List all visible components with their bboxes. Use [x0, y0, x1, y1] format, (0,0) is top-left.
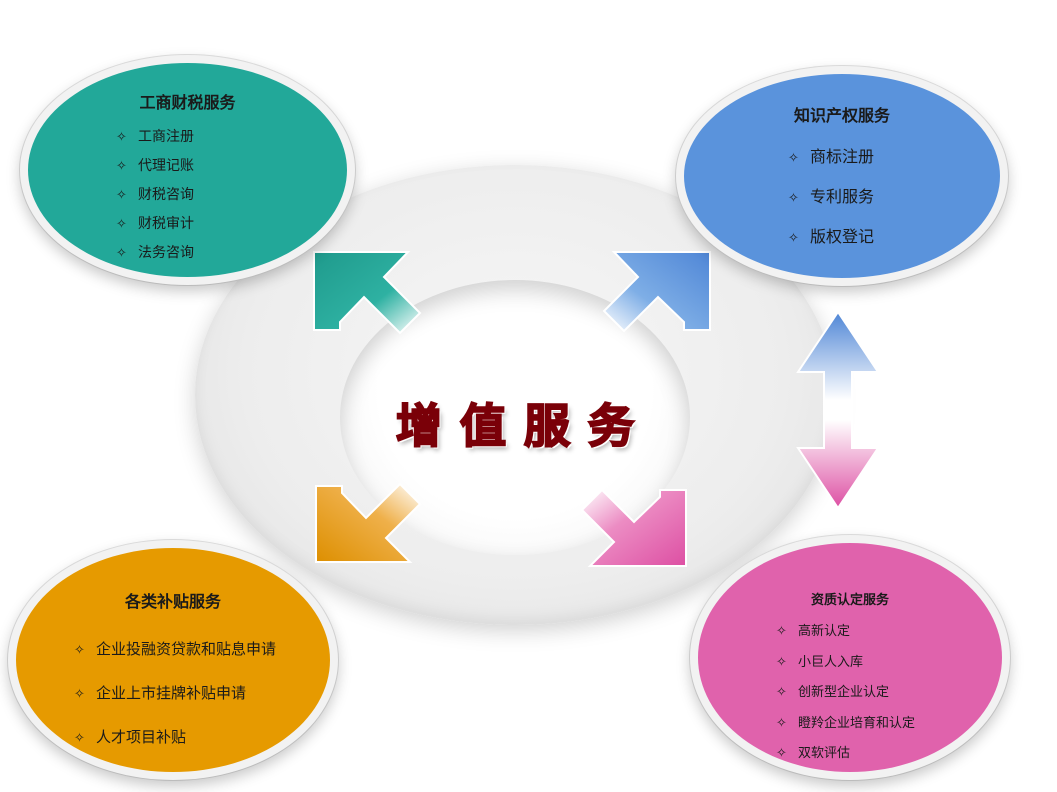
list-item: ✧ 企业投融资贷款和贴息申请	[74, 628, 276, 672]
item-list: ✧ 企业投融资贷款和贴息申请 ✧ 企业上市挂牌补贴申请 ✧ 人才项目补贴	[74, 628, 276, 760]
center-title: 增值服务	[395, 398, 652, 454]
diamond-bullet-icon: ✧	[116, 130, 127, 145]
diamond-bullet-icon: ✧	[788, 151, 799, 166]
list-item: ✧ 代理记账	[116, 152, 194, 181]
list-item: ✧ 专利服务	[788, 178, 874, 218]
diamond-bullet-icon: ✧	[74, 687, 85, 702]
list-item: ✧ 小巨人入库	[776, 648, 915, 679]
list-item: ✧ 人才项目补贴	[74, 716, 276, 760]
diamond-bullet-icon: ✧	[74, 643, 85, 658]
bubble-ip: 知识产权服务 ✧ 商标注册 ✧ 专利服务 ✧ 版权登记	[676, 66, 1008, 286]
arrow-up-left	[313, 251, 422, 335]
diamond-bullet-icon: ✧	[116, 188, 127, 203]
diamond-bullet-icon: ✧	[116, 246, 127, 261]
diamond-bullet-icon: ✧	[788, 191, 799, 206]
diamond-bullet-icon: ✧	[776, 746, 787, 761]
list-item: ✧ 财税审计	[116, 210, 194, 239]
diamond-bullet-icon: ✧	[116, 217, 127, 232]
bubble-business-tax: 工商财税服务 ✧ 工商注册 ✧ 代理记账 ✧ 财税咨询 ✧ 财税审计 ✧ 法务咨询	[20, 55, 355, 285]
diamond-bullet-icon: ✧	[788, 231, 799, 246]
group-title: 工商财税服务	[139, 93, 236, 112]
diamond-bullet-icon: ✧	[776, 624, 787, 639]
list-item: ✧ 高新认定	[776, 617, 915, 648]
item-list: ✧ 工商注册 ✧ 代理记账 ✧ 财税咨询 ✧ 财税审计 ✧ 法务咨询	[116, 123, 194, 268]
list-item: ✧ 法务咨询	[116, 239, 194, 268]
bubble-subsidy: 各类补贴服务 ✧ 企业投融资贷款和贴息申请 ✧ 企业上市挂牌补贴申请 ✧ 人才项目补贴	[8, 540, 338, 780]
arrow-up-right	[602, 251, 711, 333]
item-list: ✧ 高新认定 ✧ 小巨人入库 ✧ 创新型企业认定 ✧ 瞪羚企业培育和认定 ✧ 双软评估	[776, 617, 915, 770]
double-arrow-vertical	[796, 310, 880, 510]
group-title: 各类补贴服务	[124, 592, 221, 611]
diamond-bullet-icon: ✧	[776, 654, 787, 670]
arrow-down-right	[580, 488, 687, 567]
bubble-qualification: 资质认定服务 ✧ 高新认定 ✧ 小巨人入库 ✧ 创新型企业认定 ✧ 瞪羚企业培育和认定 …	[690, 535, 1010, 780]
diamond-bullet-icon: ✧	[116, 159, 127, 174]
list-item: ✧ 财税咨询	[116, 181, 194, 210]
list-item: ✧ 版权登记	[788, 218, 874, 258]
list-item: ✧ 创新型企业认定	[776, 678, 915, 709]
list-item: ✧ 企业上市挂牌补贴申请	[74, 672, 276, 716]
item-list: ✧ 商标注册 ✧ 专利服务 ✧ 版权登记	[788, 138, 874, 258]
group-title: 资质认定服务	[810, 593, 889, 608]
list-item: ✧ 瞪羚企业培育和认定	[776, 709, 915, 740]
arrow-down-left	[315, 482, 422, 563]
group-title: 知识产权服务	[793, 106, 890, 125]
diamond-bullet-icon: ✧	[74, 731, 85, 746]
diamond-bullet-icon: ✧	[776, 715, 787, 731]
list-item: ✧ 双软评估	[776, 739, 915, 770]
diamond-bullet-icon: ✧	[776, 685, 787, 700]
list-item: ✧ 工商注册	[116, 123, 194, 152]
list-item: ✧ 商标注册	[788, 138, 874, 178]
